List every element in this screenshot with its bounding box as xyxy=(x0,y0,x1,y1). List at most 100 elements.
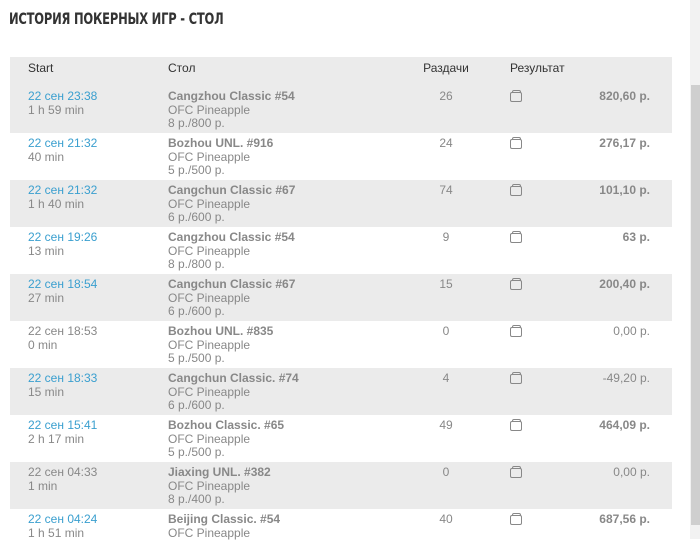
hands-count: 15 xyxy=(439,277,453,291)
table-cell: Cangchun Classic. #74 OFC Pineapple 6 р.… xyxy=(168,371,299,413)
date-link[interactable]: 22 сен 18:33 xyxy=(28,371,98,385)
result-amount: 0,00 р. xyxy=(613,465,650,479)
start-cell: 22 сен 18:54 27 min xyxy=(28,277,98,305)
header-start[interactable]: Start xyxy=(28,61,54,75)
table-row[interactable]: 22 сен 18:54 27 min Cangchun Classic #67… xyxy=(10,274,672,321)
result-amount: 200,40 р. xyxy=(599,277,650,291)
table-row[interactable]: 22 сен 04:24 1 h 51 min Beijing Classic.… xyxy=(10,509,672,556)
wallet-icon[interactable] xyxy=(510,372,522,384)
start-cell: 22 сен 15:41 2 h 17 min xyxy=(28,418,98,446)
date-link: 22 сен 04:33 xyxy=(28,465,98,479)
date-link[interactable]: 22 сен 21:32 xyxy=(28,183,98,197)
table-name: Cangchun Classic #67 xyxy=(168,183,296,197)
table-cell: Bozhou UNL. #835 OFC Pineapple 5 р./500 … xyxy=(168,324,274,366)
date-link[interactable]: 22 сен 15:41 xyxy=(28,418,98,432)
hands-count: 9 xyxy=(442,230,450,244)
result-amount: 63 р. xyxy=(622,230,650,244)
result-cell xyxy=(510,90,522,106)
date-link[interactable]: 22 сен 21:32 xyxy=(28,136,98,150)
stakes: 6 р./600 р. xyxy=(168,398,225,412)
stakes: 5 р./500 р. xyxy=(168,445,225,459)
game-history-table: Start Стол Раздачи Результат 22 сен 23:3… xyxy=(10,57,672,556)
game-type: OFC Pineapple xyxy=(168,102,251,117)
header-hands[interactable]: Раздачи xyxy=(423,61,469,75)
table-name: Cangchun Classic. #74 xyxy=(168,371,299,385)
table-row[interactable]: 22 сен 21:32 1 h 40 min Cangchun Classic… xyxy=(10,180,672,227)
start-cell: 22 сен 19:26 13 min xyxy=(28,230,98,258)
duration: 0 min xyxy=(28,337,58,352)
result-amount: 464,09 р. xyxy=(599,418,650,432)
table-name: Bozhou Classic. #65 xyxy=(168,418,285,432)
date-link[interactable]: 22 сен 19:26 xyxy=(28,230,98,244)
duration: 1 h 40 min xyxy=(28,196,85,211)
table-header: Start Стол Раздачи Результат xyxy=(10,57,672,86)
result-cell xyxy=(510,419,522,435)
game-type: OFC Pineapple xyxy=(168,290,251,305)
result-amount: 101,10 р. xyxy=(599,183,650,197)
wallet-icon[interactable] xyxy=(510,325,522,337)
result-cell xyxy=(510,278,522,294)
table-name: Cangchun Classic #67 xyxy=(168,277,296,291)
start-cell: 22 сен 18:53 0 min xyxy=(28,324,97,352)
table-row[interactable]: 22 сен 04:33 1 min Jiaxing UNL. #382 OFC… xyxy=(10,462,672,509)
header-result[interactable]: Результат xyxy=(510,61,565,75)
scrollbar-thumb[interactable] xyxy=(691,85,700,525)
table-cell: Cangzhou Classic #54 OFC Pineapple 8 р./… xyxy=(168,89,295,131)
table-row[interactable]: 22 сен 23:38 1 h 59 min Cangzhou Classic… xyxy=(10,86,672,133)
result-cell xyxy=(510,184,522,200)
wallet-icon[interactable] xyxy=(510,231,522,243)
game-type: OFC Pineapple xyxy=(168,478,251,493)
wallet-icon[interactable] xyxy=(510,419,522,431)
table-row[interactable]: 22 сен 18:33 15 min Cangchun Classic. #7… xyxy=(10,368,672,415)
wallet-icon[interactable] xyxy=(510,466,522,478)
duration: 1 h 59 min xyxy=(28,102,85,117)
result-cell xyxy=(510,231,522,247)
date-link[interactable]: 22 сен 23:38 xyxy=(28,89,98,103)
hands-count: 26 xyxy=(439,89,453,103)
start-cell: 22 сен 23:38 1 h 59 min xyxy=(28,89,98,117)
stakes: 8 р./400 р. xyxy=(168,492,225,506)
wallet-icon[interactable] xyxy=(510,184,522,196)
header-table[interactable]: Стол xyxy=(168,61,196,75)
wallet-icon[interactable] xyxy=(510,278,522,290)
result-cell xyxy=(510,466,522,482)
result-amount: 276,17 р. xyxy=(599,136,650,150)
duration: 40 min xyxy=(28,149,65,164)
game-type: OFC Pineapple xyxy=(168,384,251,399)
game-type: OFC Pineapple xyxy=(168,196,251,211)
table-name: Bozhou UNL. #916 xyxy=(168,136,274,150)
start-cell: 22 сен 18:33 15 min xyxy=(28,371,98,399)
wallet-icon[interactable] xyxy=(510,90,522,102)
table-row[interactable]: 22 сен 21:32 40 min Bozhou UNL. #916 OFC… xyxy=(10,133,672,180)
hands-count: 40 xyxy=(439,512,453,526)
duration: 2 h 17 min xyxy=(28,431,85,446)
hands-count: 4 xyxy=(442,371,450,385)
game-type: OFC Pineapple xyxy=(168,243,251,258)
game-type: OFC Pineapple xyxy=(168,525,251,540)
result-cell xyxy=(510,372,522,388)
start-cell: 22 сен 21:32 40 min xyxy=(28,136,98,164)
table-cell: Cangzhou Classic #54 OFC Pineapple 8 р./… xyxy=(168,230,295,272)
stakes: 8 р./800 р. xyxy=(168,257,225,271)
duration: 27 min xyxy=(28,290,65,305)
duration: 15 min xyxy=(28,384,65,399)
wallet-icon[interactable] xyxy=(510,513,522,525)
stakes: 6 р./600 р. xyxy=(168,210,225,224)
duration: 1 min xyxy=(28,478,58,493)
table-name: Cangzhou Classic #54 xyxy=(168,230,295,244)
hands-count: 24 xyxy=(439,136,453,150)
date-link[interactable]: 22 сен 18:54 xyxy=(28,277,98,291)
stakes: 5 р./500 р. xyxy=(168,351,225,365)
hands-count: 49 xyxy=(439,418,453,432)
table-cell: Cangchun Classic #67 OFC Pineapple 6 р./… xyxy=(168,183,296,225)
table-row[interactable]: 22 сен 19:26 13 min Cangzhou Classic #54… xyxy=(10,227,672,274)
date-link[interactable]: 22 сен 04:24 xyxy=(28,512,98,526)
table-row[interactable]: 22 сен 18:53 0 min Bozhou UNL. #835 OFC … xyxy=(10,321,672,368)
wallet-icon[interactable] xyxy=(510,137,522,149)
page-title: ИСТОРИЯ ПОКЕРНЫХ ИГР - СТОЛ xyxy=(9,9,224,28)
table-name: Bozhou UNL. #835 xyxy=(168,324,274,338)
table-row[interactable]: 22 сен 15:41 2 h 17 min Bozhou Classic. … xyxy=(10,415,672,462)
result-amount: 0,00 р. xyxy=(613,324,650,338)
table-cell: Jiaxing UNL. #382 OFC Pineapple 8 р./400… xyxy=(168,465,271,507)
hands-count: 0 xyxy=(442,465,450,479)
